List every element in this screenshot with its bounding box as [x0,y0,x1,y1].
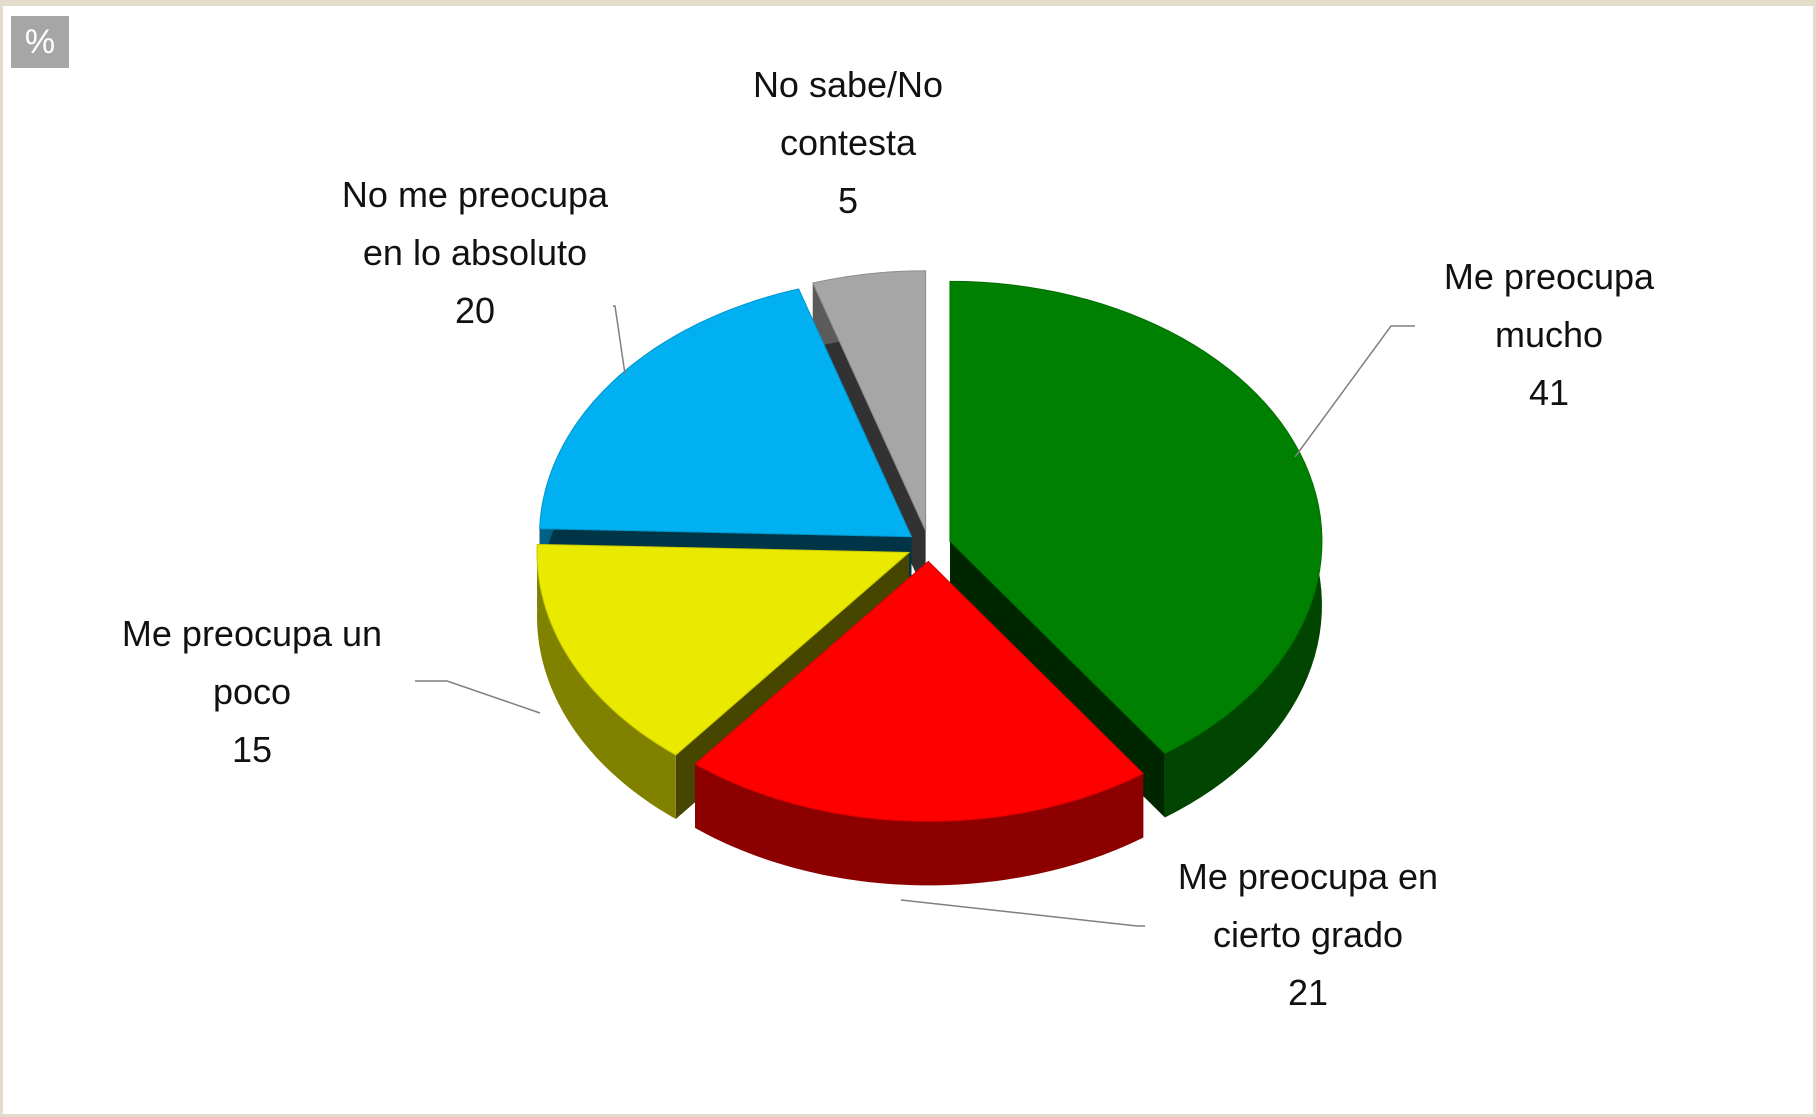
slice-top [812,270,927,531]
data-label: No sabe/No contesta 5 [718,56,978,230]
label-value: 5 [837,180,859,221]
data-label: Me preocupa mucho 41 [1424,248,1674,422]
leader-line [1294,325,1415,458]
slices [536,270,1323,886]
slice-top [694,560,1145,822]
label-name: Me preocupa un poco [121,613,383,712]
label-name: Me preocupa mucho [1443,256,1655,355]
slice [694,560,1145,886]
label-value: 15 [231,729,273,770]
leader-line [900,899,1145,927]
leader-line [613,305,626,375]
data-label: No me preocupa en lo absoluto 20 [325,166,625,340]
slice-side [537,544,676,819]
label-value: 20 [454,290,496,331]
unit-badge: % [11,16,69,68]
slice-top [536,543,911,756]
label-name: Me preocupa en cierto grado [1177,856,1439,955]
label-value: 21 [1287,972,1329,1013]
data-label: Me preocupa un poco 15 [102,605,402,779]
slice-top [949,280,1323,755]
data-label: Me preocupa en cierto grado 21 [1153,848,1463,1022]
label-value: 41 [1528,372,1570,413]
leader-lines [415,305,1415,927]
leader-line [415,680,541,714]
slice-side [695,763,1144,886]
pie-chart [415,270,1415,927]
label-name: No me preocupa en lo absoluto [341,174,609,273]
label-name: No sabe/No contesta [752,64,944,163]
slice-top [539,288,913,538]
